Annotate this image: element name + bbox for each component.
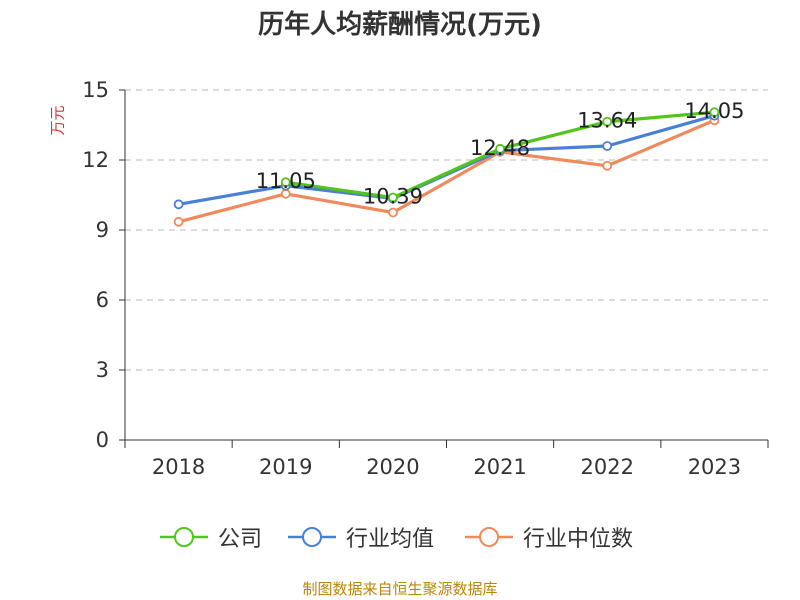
data-label: 13.64 xyxy=(577,109,637,133)
x-tick-label: 2022 xyxy=(581,455,634,479)
source-footer: 制图数据来自恒生聚源数据库 xyxy=(302,580,498,598)
legend-marker-icon xyxy=(465,527,513,547)
y-tick-label: 9 xyxy=(96,218,109,242)
chart-title: 历年人均薪酬情况(万元) xyxy=(258,10,542,40)
data-point xyxy=(602,116,613,127)
legend-label: 行业中位数 xyxy=(523,527,634,552)
data-point xyxy=(388,192,398,203)
x-tick-label: 2020 xyxy=(366,455,419,479)
data-point xyxy=(602,141,613,151)
data-point xyxy=(495,143,505,154)
data-point xyxy=(388,207,398,218)
legend-label: 行业均值 xyxy=(346,527,435,552)
series-line-2 xyxy=(178,118,716,224)
legend-label: 公司 xyxy=(218,527,263,552)
data-label: 12.48 xyxy=(470,136,530,160)
y-tick-label: 3 xyxy=(96,358,109,382)
x-tick-label: 2019 xyxy=(259,455,312,479)
x-tick-label: 2018 xyxy=(152,455,205,479)
x-tick-label: 2023 xyxy=(688,455,741,479)
legend: 公司 行业均值 行业中位数 xyxy=(0,520,800,554)
legend-item-company[interactable]: 公司 xyxy=(158,520,262,554)
y-tick-label: 12 xyxy=(82,148,109,172)
data-point xyxy=(173,199,184,210)
data-point xyxy=(280,177,291,188)
data-point xyxy=(602,160,613,171)
legend-item-industry-average[interactable]: 行业均值 xyxy=(286,520,434,554)
data-point xyxy=(173,216,184,227)
data-label: 10.39 xyxy=(363,185,423,209)
data-point xyxy=(709,107,720,118)
y-tick-label: 6 xyxy=(96,288,109,312)
legend-item-industry-median[interactable]: 行业中位数 xyxy=(463,520,633,554)
y-tick-label: 0 xyxy=(96,428,109,452)
legend-marker-icon xyxy=(160,527,208,547)
y-tick-label: 15 xyxy=(82,78,109,102)
data-label: 11.05 xyxy=(256,169,316,193)
data-label: 14.05 xyxy=(684,99,744,123)
legend-marker-icon xyxy=(288,527,336,547)
x-tick-label: 2021 xyxy=(473,455,526,479)
